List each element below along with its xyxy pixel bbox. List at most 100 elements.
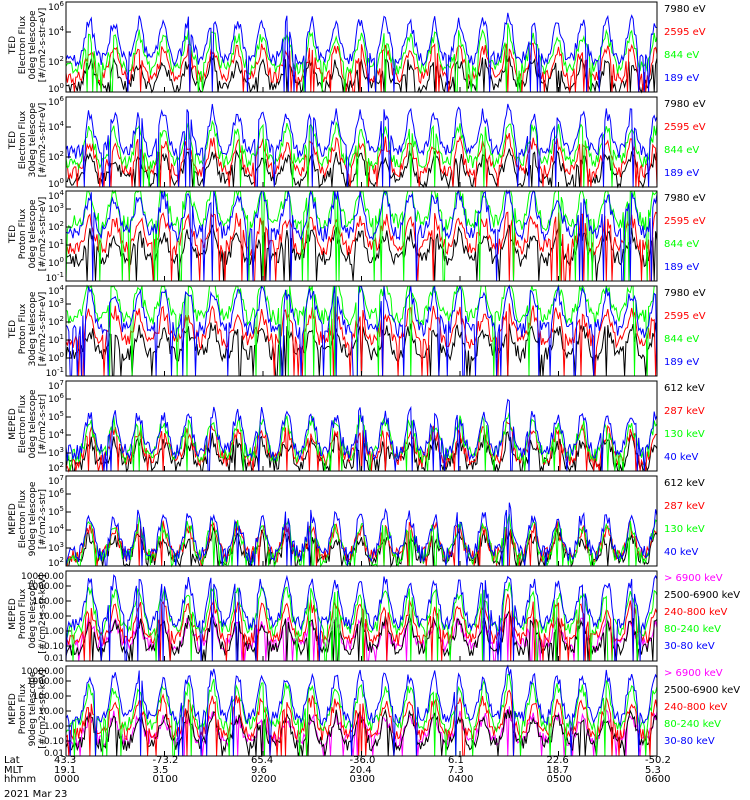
series-3 <box>65 103 658 188</box>
y-tick-label: 10-1 <box>46 366 64 379</box>
legend-entry: 40 keV <box>664 452 699 463</box>
series-0 <box>65 148 658 189</box>
series-line <box>65 132 658 188</box>
y-tick-label: 105 <box>48 505 64 518</box>
y-tick-label: 0.10 <box>44 642 64 652</box>
x-tick-column: -50.2 5.3 0600 <box>645 756 671 785</box>
legend: 7980 eV 2595 eV 844 eV 189 eV <box>664 4 706 96</box>
legend-entry: 7980 eV <box>664 288 706 299</box>
y-tick-label: 100 <box>48 256 64 269</box>
series-line <box>65 119 658 188</box>
legend-entry: 612 keV <box>664 478 705 489</box>
x-tick-column: -36.0 20.4 0300 <box>350 756 376 785</box>
y-tick-label: 103 <box>48 202 64 215</box>
legend-entry: 2595 eV <box>664 27 706 38</box>
x-tick-hhmm: 0400 <box>448 774 474 785</box>
legend-entry: 189 eV <box>664 357 700 368</box>
legend-entry: 844 eV <box>664 334 700 345</box>
x-tick-hhmm: 0500 <box>546 774 572 785</box>
legend-entry: 80-240 keV <box>664 624 722 635</box>
series-line <box>65 502 658 567</box>
y-tick-label: 104 <box>48 284 64 297</box>
y-tick-label: 100.00 <box>33 692 65 702</box>
x-tick-hhmm: 0200 <box>251 774 277 785</box>
legend: > 6900 keV 2500-6900 keV 240-800 keV 80-240… <box>664 668 740 753</box>
y-tick-label: 1000.00 <box>27 582 64 592</box>
y-tick-label: 10.00 <box>38 612 64 622</box>
series-line <box>65 708 658 757</box>
series-line <box>65 398 658 472</box>
legend-entry: 2595 eV <box>664 311 706 322</box>
panel-5: MEPED Electron Flux 0deg telescope [#/cm2-s… <box>0 379 750 474</box>
x-tick-column: 22.6 18.7 0500 <box>547 756 572 785</box>
series-1 <box>65 42 658 93</box>
x-tick-mlt: 20.4 <box>349 764 372 776</box>
series-line <box>65 420 657 473</box>
x-tick-lat: -50.2 <box>645 755 671 766</box>
panel-8: MEPED Proton Flux 90deg telescope [#/cm2-s-… <box>0 664 750 759</box>
legend: > 6900 keV 2500-6900 keV 240-800 keV 80-240… <box>664 573 740 658</box>
x-tick-lat: 43.3 <box>54 755 77 766</box>
x-axis-row-labels: Lat MLT hhmm <box>4 756 36 785</box>
y-tick-label: 106 <box>48 95 64 108</box>
y-tick-label: 0.01 <box>44 749 64 759</box>
series-line <box>65 148 658 189</box>
legend-entry: 40 keV <box>664 547 699 558</box>
legend-entry: 287 keV <box>664 501 705 512</box>
series-2 <box>65 189 658 282</box>
legend-entry: 240-800 keV <box>664 702 728 713</box>
series-3 <box>65 12 658 93</box>
legend-entry: 30-80 keV <box>664 736 715 747</box>
series-line <box>65 706 658 757</box>
y-tick-label: 102 <box>48 556 64 569</box>
panel-4: TED Proton Flux 30deg telescope [#/cm2-s-st… <box>0 284 750 379</box>
y-tick-label: 104 <box>48 189 64 202</box>
x-tick-mlt: 18.7 <box>546 764 569 776</box>
y-tick-label: 104 <box>48 25 64 38</box>
y-tick-label: 105 <box>48 410 64 423</box>
legend-entry: 189 eV <box>664 73 700 84</box>
legend-entry: > 6900 keV <box>664 668 723 679</box>
hhmm-row-label: hhmm <box>4 774 37 785</box>
series-2 <box>65 22 658 93</box>
legend: 7980 eV 2595 eV 844 eV 189 eV <box>664 193 706 285</box>
lat-row-label: Lat <box>4 755 20 766</box>
legend-entry: 130 keV <box>664 429 705 440</box>
legend-entry: 287 keV <box>664 406 705 417</box>
legend-entry: > 6900 keV <box>664 573 723 584</box>
y-tick-label: 104 <box>48 523 64 536</box>
y-tick-label: 100 <box>48 351 64 364</box>
series-2 <box>65 119 658 188</box>
legend-entry: 7980 eV <box>664 99 706 110</box>
x-tick-column: 43.3 19.1 0000 <box>54 756 79 785</box>
x-tick-column: 65.4 9.6 0200 <box>251 756 276 785</box>
legend-entry: 80-240 keV <box>664 719 722 730</box>
legend: 7980 eV 2595 eV 844 eV 189 eV <box>664 288 706 380</box>
x-tick-hhmm: 0300 <box>349 774 375 785</box>
y-tick-label: 104 <box>48 120 64 133</box>
series-line <box>65 42 658 93</box>
y-tick-label: 101 <box>48 333 64 346</box>
panel-7: MEPED Proton Flux 0deg telescope [#/cm2-s-s… <box>0 570 750 664</box>
x-tick-column: -73.2 3.5 0100 <box>153 756 179 785</box>
y-tick-label: 100.00 <box>33 597 65 607</box>
y-tick-label: 102 <box>48 315 64 328</box>
legend-entry: 612 keV <box>664 383 705 394</box>
legend: 612 keV 287 keV 130 keV 40 keV <box>664 383 705 475</box>
x-tick-lat: 6.1 <box>448 755 464 766</box>
y-tick-label: 103 <box>48 297 64 310</box>
legend-entry: 7980 eV <box>664 4 706 15</box>
x-axis-footer: Lat MLT hhmm 43.3 19.1 0000 -73.2 3.5 0100 65.… <box>0 756 750 800</box>
panel-6: MEPED Electron Flux 90deg telescope [#/cm2-… <box>0 474 750 569</box>
x-tick-mlt: 9.6 <box>251 764 267 776</box>
x-tick-lat: 22.6 <box>546 755 569 766</box>
legend-entry: 2500-6900 keV <box>664 685 741 696</box>
y-tick-label: 10.00 <box>38 707 64 717</box>
legend-entry: 2595 eV <box>664 122 706 133</box>
